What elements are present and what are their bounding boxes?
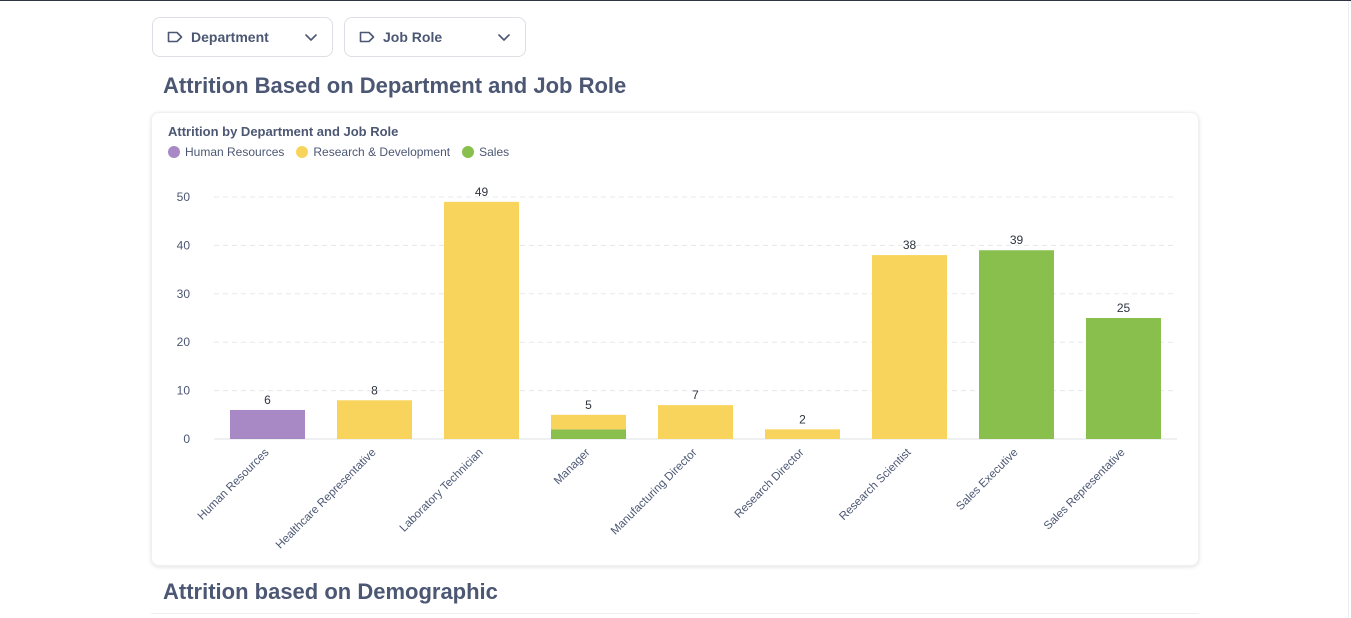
legend-item[interactable]: Human Resources (168, 145, 284, 159)
x-tick-label: Sales Executive (954, 447, 1020, 513)
legend-item[interactable]: Research & Development (296, 145, 450, 159)
department-filter[interactable]: Department (152, 17, 333, 57)
tag-icon (359, 31, 375, 43)
legend-swatch (296, 146, 309, 158)
y-tick-label: 50 (177, 190, 191, 204)
data-label: 25 (1117, 301, 1131, 315)
bar-segment (230, 409, 305, 439)
x-tick-label: Research Director (733, 447, 807, 521)
x-tick-label: Sales Representative (1042, 447, 1128, 533)
data-label: 39 (1010, 233, 1024, 247)
x-tick-label: Manufacturing Director (609, 447, 700, 538)
section-title-department: Attrition Based on Department and Job Ro… (163, 73, 627, 98)
bar-segment (658, 405, 733, 439)
job-role-filter-label: Job Role (383, 29, 443, 45)
legend-label: Human Resources (185, 145, 285, 159)
y-tick-label: 40 (177, 238, 191, 252)
data-label: 8 (371, 383, 378, 397)
x-tick-label: Manager (552, 447, 593, 488)
job-role-filter[interactable]: Job Role (344, 17, 526, 57)
x-tick-label: Research Scientist (837, 446, 914, 523)
bar-segment (872, 255, 947, 439)
bar-segment (337, 400, 412, 439)
bar-segment (765, 429, 840, 439)
legend-label: Research & Development (313, 145, 451, 159)
data-label: 38 (903, 238, 917, 252)
data-label: 49 (475, 185, 489, 199)
bar-segment (551, 414, 626, 430)
tag-icon (167, 31, 183, 43)
chart-legend: Human Resources Research & Development Sal… (168, 145, 521, 159)
chart-card: Attrition by Department and Job Role Hum… (151, 112, 1199, 566)
chevron-down-icon (305, 34, 317, 41)
data-label: 2 (799, 412, 806, 426)
y-tick-label: 20 (177, 335, 191, 349)
chevron-down-icon (498, 34, 510, 41)
y-tick-label: 0 (183, 432, 190, 446)
bar-segment (551, 429, 626, 439)
y-tick-label: 10 (177, 384, 191, 398)
legend-item[interactable]: Sales (462, 145, 509, 159)
section-title-demographic: Attrition based on Demographic (163, 579, 498, 604)
y-tick-label: 30 (177, 287, 191, 301)
legend-swatch (168, 146, 180, 158)
chart-title[interactable]: Attrition by Department and Job Role (168, 124, 399, 139)
bar-segment (444, 201, 519, 439)
x-tick-label: Laboratory Technician (398, 447, 486, 535)
data-label: 5 (585, 398, 592, 412)
bar-segment (1086, 318, 1161, 439)
legend-swatch (462, 146, 475, 158)
data-label: 6 (264, 393, 271, 407)
next-card-edge (151, 613, 1199, 618)
page-edge-rule (1348, 1, 1349, 618)
x-tick-label: Healthcare Representative (274, 447, 379, 552)
x-tick-label: Human Resources (196, 446, 272, 522)
department-filter-label: Department (191, 29, 269, 45)
legend-label: Sales (479, 145, 510, 159)
bar-chart: 0 10 20 30 40 50 6 Human Resources 8 Healthcare R… (177, 185, 1177, 552)
data-label: 7 (692, 388, 699, 402)
bar-segment (979, 250, 1054, 439)
